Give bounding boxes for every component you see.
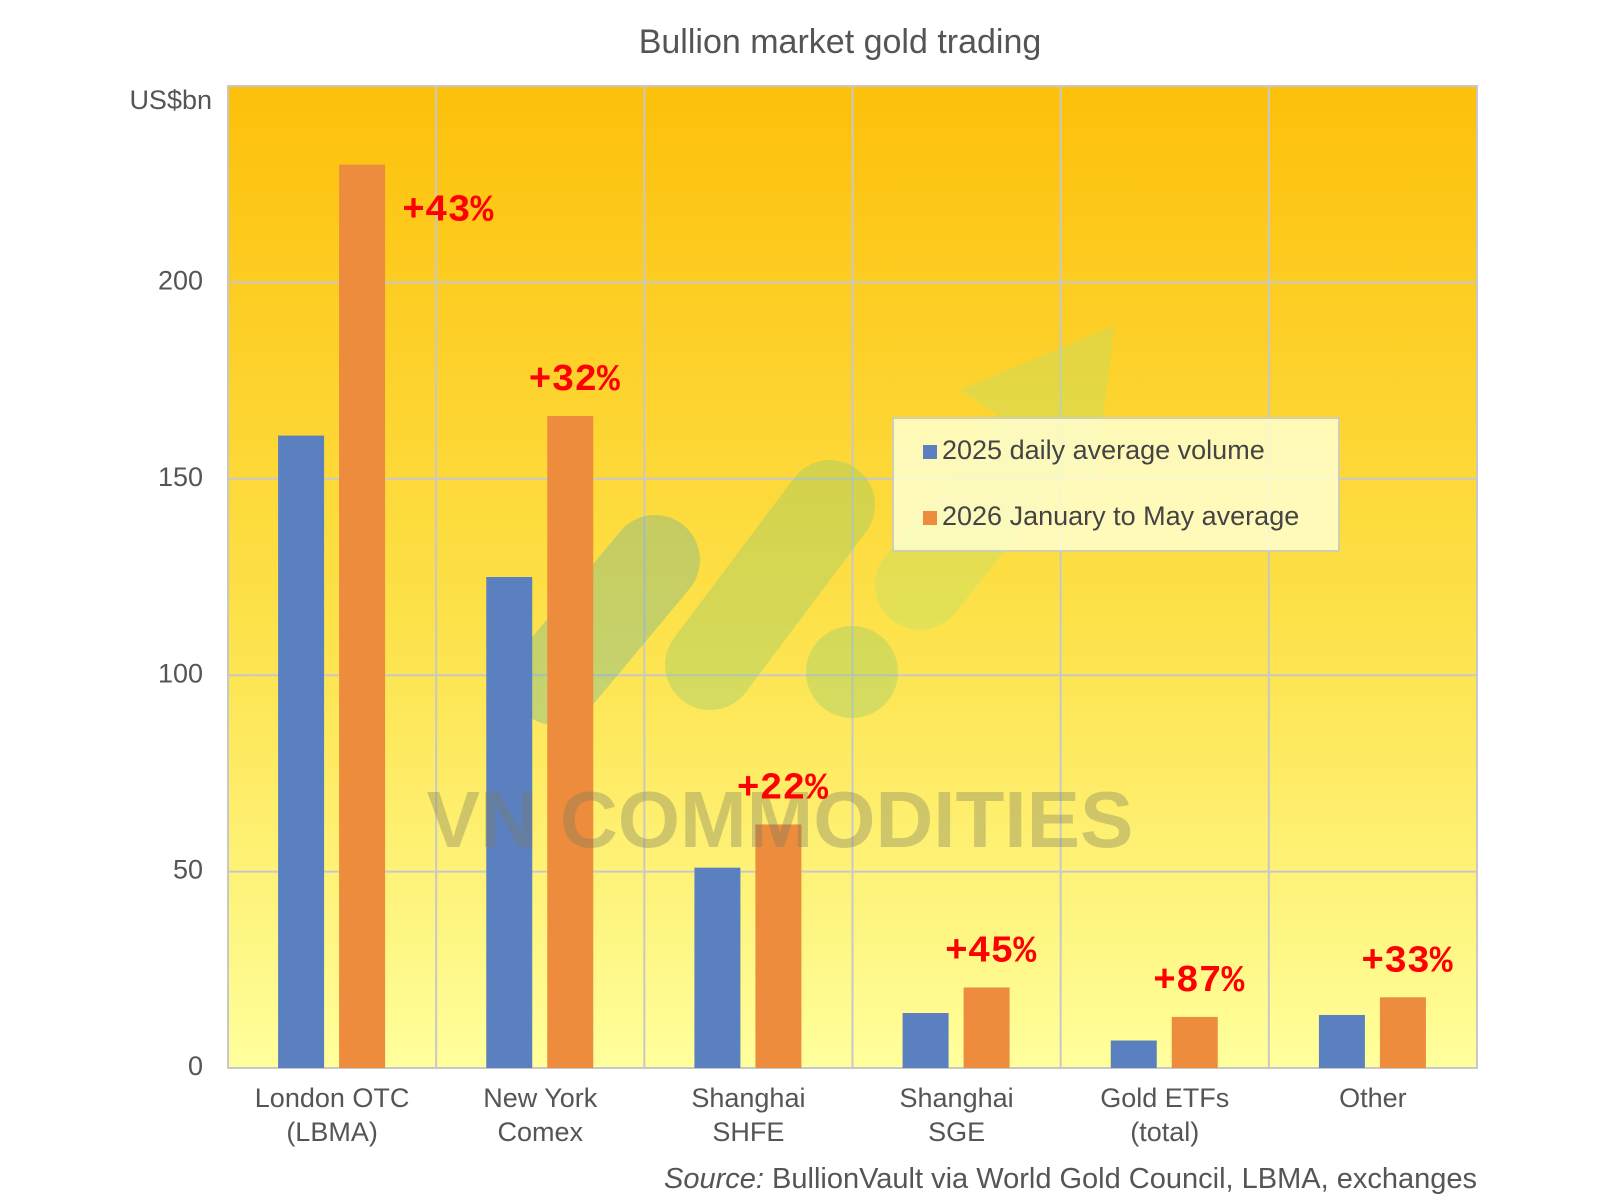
source-text: BullionVault via World Gold Council, LBM… [772,1163,1477,1195]
x-tick-label: Shanghai SHFE [691,1083,805,1147]
bar [278,435,325,1068]
bar [1110,1040,1157,1068]
y-axis-label: US$bn [129,85,212,115]
y-tick-label: 100 [158,658,203,688]
legend-box [892,417,1340,552]
y-tick-label: 50 [173,855,203,885]
x-tick-label: Shanghai SGE [900,1083,1014,1147]
bar [1318,1014,1365,1068]
bar [755,824,802,1068]
y-tick-label: 150 [158,462,203,492]
bar [486,577,533,1068]
legend-label: 2026 January to May average [942,501,1299,531]
bar [902,1013,949,1068]
annotation: +43% [402,190,493,233]
x-tick-label: New York Comex [483,1083,598,1147]
y-tick-label: 0 [188,1051,203,1081]
annotation: +22% [737,767,828,810]
annotation: +33% [1361,940,1452,983]
y-tick-label: 200 [158,266,203,296]
bar [1171,1016,1218,1068]
source-label: Source: [664,1163,764,1195]
x-tick-label: Gold ETFs (total) [1100,1083,1229,1147]
annotation: +45% [945,931,1036,974]
x-tick-label: Other [1339,1083,1407,1113]
legend: 2025 daily average volume 2026 January to… [892,417,1340,552]
source: Source: BullionVault via World Gold Coun… [664,1163,1477,1195]
annotation: +32% [529,359,620,402]
bars [278,164,1426,1068]
bar [547,415,594,1068]
chart-title: Bullion market gold trading [639,23,1042,61]
bar [963,987,1010,1068]
watermark: VN COMMODITIES [427,775,1134,864]
x-tick-label: London OTC (LBMA) [255,1083,410,1147]
legend-swatch [923,445,937,459]
annotation: +87% [1153,960,1244,1003]
bar [694,867,741,1068]
bar [1379,997,1426,1068]
grid [228,86,1477,1069]
bar [339,164,386,1068]
legend-label: 2025 daily average volume [942,435,1265,465]
legend-swatch [923,511,937,525]
